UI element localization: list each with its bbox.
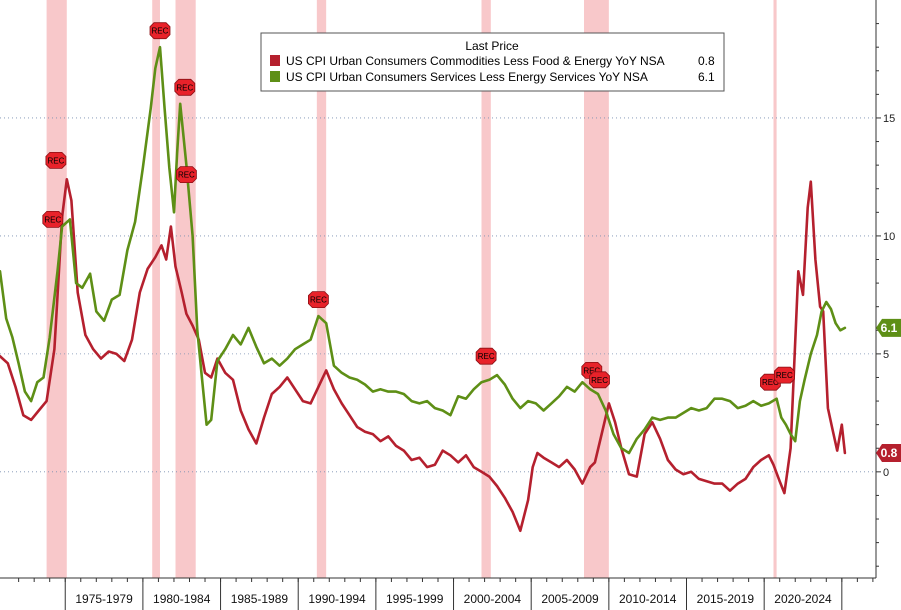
rec-marker-label: REC: [176, 83, 193, 92]
rec-marker-label: REC: [478, 352, 495, 361]
legend-label-commodities: US CPI Urban Consumers Commodities Less …: [286, 54, 665, 68]
x-period-label: 2000-2004: [464, 592, 522, 606]
x-period-label: 1975-1979: [75, 592, 133, 606]
legend-label-services: US CPI Urban Consumers Services Less Ene…: [286, 70, 648, 84]
rec-marker-badge: [174, 78, 196, 96]
rec-marker-badge: [45, 151, 67, 169]
rec-marker-label: REC: [178, 171, 195, 180]
series-lines: [0, 45, 847, 533]
series-line-commodities: [0, 178, 847, 533]
legend-value-commodities: 0.8: [698, 54, 715, 68]
last-value-tags: 0.8 6.1: [876, 318, 901, 462]
y-tick-label: 10: [883, 231, 895, 243]
rec-marker-label: REC: [47, 156, 64, 165]
last-tag-value-commodities: 0.8: [881, 446, 898, 460]
recession-band: [316, 0, 327, 578]
y-tick-label: 5: [883, 349, 889, 361]
recession-band: [584, 0, 609, 578]
series-line-services: [0, 45, 847, 455]
recession-band: [481, 0, 491, 578]
recession-bands: [46, 0, 777, 578]
recession-band: [773, 0, 777, 578]
x-period-label: 1990-1994: [308, 592, 366, 606]
rec-marker-label: REC: [762, 378, 779, 387]
recession-band: [152, 0, 160, 578]
rec-marker-badge: [589, 371, 610, 389]
rec-marker-label: REC: [152, 27, 169, 36]
x-period-label: 2015-2019: [697, 592, 755, 606]
rec-marker-badge: [774, 366, 795, 384]
rec-marker-badge: [307, 291, 329, 309]
legend: Last Price US CPI Urban Consumers Commod…: [260, 32, 725, 92]
last-tag-services: [876, 318, 901, 337]
x-period-label: 2005-2009: [541, 592, 599, 606]
x-period-label: 1985-1989: [231, 592, 289, 606]
gridlines: [0, 117, 876, 473]
rec-marker-label: REC: [591, 376, 608, 385]
x-axis: 1975-1979 1980-1984 1985-1989 1990-1994 1995…: [0, 577, 876, 610]
legend-swatch-commodities: [270, 55, 280, 66]
last-tag-value-services: 6.1: [881, 321, 898, 335]
rec-marker-label: REC: [310, 296, 327, 305]
x-period-label: 2010-2014: [619, 592, 677, 606]
x-period-label: 2020-2024: [774, 592, 832, 606]
x-period-label: 1995-1999: [386, 592, 444, 606]
x-period-label: 1980-1984: [153, 592, 211, 606]
last-tag-commodities: [876, 444, 901, 462]
legend-box: [260, 32, 725, 92]
y-tick-label: 0: [883, 467, 889, 479]
legend-value-services: 6.1: [698, 70, 715, 84]
rec-marker-label: REC: [776, 371, 793, 380]
y-tick-label: 15: [883, 113, 895, 125]
legend-title: Last Price: [465, 39, 519, 53]
rec-marker-badge: [475, 347, 497, 365]
rec-marker-badge: [175, 166, 197, 184]
rec-marker-label: REC: [583, 366, 600, 375]
rec-marker-badge: [42, 210, 64, 228]
legend-swatch-services: [270, 71, 280, 82]
rec-marker-badge: [149, 22, 171, 40]
recession-band: [175, 0, 196, 578]
y-axis: 15 10 5 0: [875, 0, 895, 578]
rec-marker-label: REC: [44, 215, 61, 224]
